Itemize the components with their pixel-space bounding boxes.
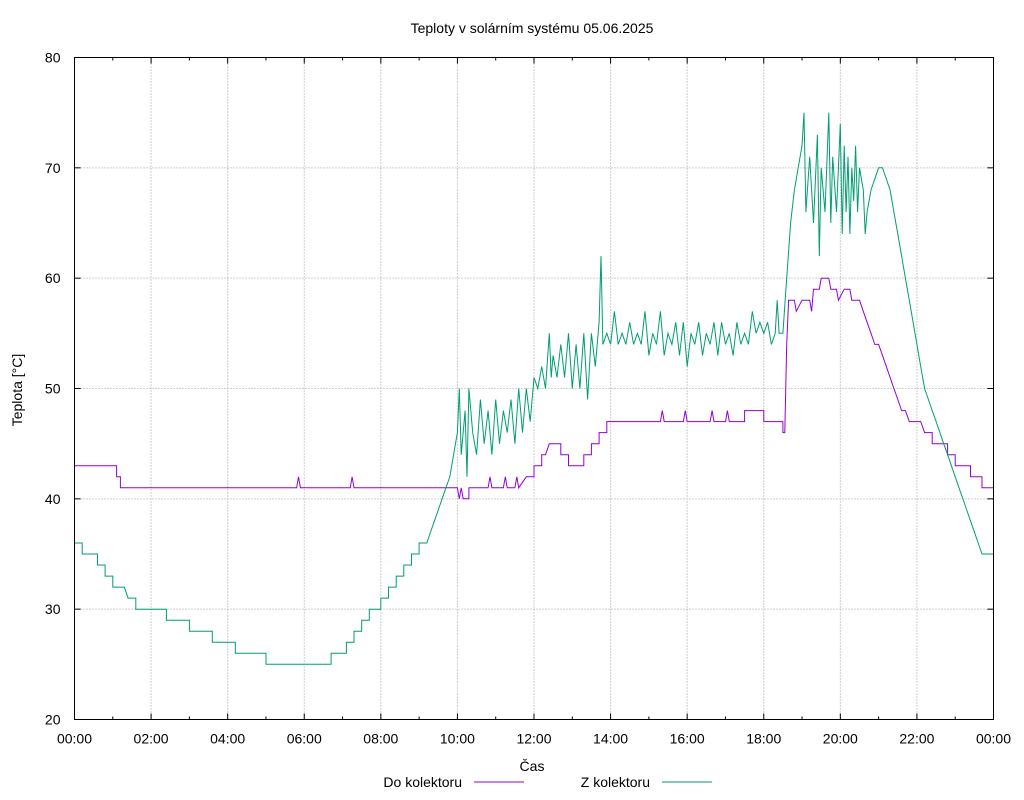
legend: Do kolektoru Z kolektoru	[383, 774, 712, 790]
y-axis-label: Teplota [°C]	[9, 354, 25, 427]
x-tick-label: 12:00	[516, 731, 551, 747]
x-tick-label: 16:00	[670, 731, 705, 747]
x-tick-label: 00:00	[57, 731, 92, 747]
chart-title: Teploty v solárním systému 05.06.2025	[411, 20, 654, 36]
legend-label-do-kolektoru: Do kolektoru	[383, 774, 462, 790]
axis-ticks	[74, 57, 994, 720]
y-tick-label: 20	[45, 712, 61, 728]
x-tick-label: 00:00	[976, 731, 1011, 747]
x-tick-label: 14:00	[593, 731, 628, 747]
y-tick-label: 60	[45, 270, 61, 286]
grid-lines	[74, 57, 994, 720]
x-tick-label: 04:00	[210, 731, 245, 747]
legend-label-z-kolektoru: Z kolektoru	[581, 774, 650, 790]
y-tick-label: 50	[45, 381, 61, 397]
x-tick-labels: 00:00 02:00 04:00 06:00 08:00 10:00 12:00 14:00…	[57, 731, 1011, 747]
series-layer	[74, 112, 994, 665]
x-tick-label: 20:00	[823, 731, 858, 747]
y-tick-label: 70	[45, 160, 61, 176]
series-line-do-kolektoru	[74, 277, 994, 500]
x-tick-label: 08:00	[363, 731, 398, 747]
x-tick-label: 18:00	[746, 731, 781, 747]
x-axis-label: Čas	[520, 758, 545, 774]
x-tick-label: 10:00	[440, 731, 475, 747]
series-line-z-kolektoru	[74, 112, 994, 665]
x-tick-label: 22:00	[899, 731, 934, 747]
y-tick-labels: 20 30 40 50 60 70 80	[45, 50, 61, 728]
y-tick-label: 80	[45, 50, 61, 66]
x-tick-label: 02:00	[134, 731, 169, 747]
y-tick-label: 30	[45, 601, 61, 617]
x-tick-label: 06:00	[287, 731, 322, 747]
y-tick-label: 40	[45, 491, 61, 507]
